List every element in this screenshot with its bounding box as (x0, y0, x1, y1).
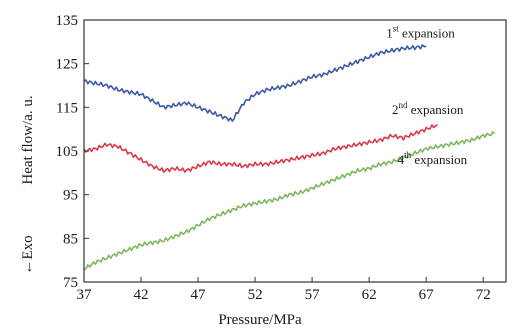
x-tick-label: 72 (476, 287, 491, 303)
series-line-3 (83, 131, 496, 271)
x-tick-label: 42 (134, 287, 149, 303)
series-annotation: 2nd expansion (392, 100, 464, 117)
series-annotation: 4th expansion (398, 150, 468, 167)
y-tick-label: 105 (56, 144, 79, 160)
y-tick-label: 85 (63, 231, 78, 247)
x-tick-label: 47 (191, 287, 207, 303)
y-axis-title: Heat flow/a. u. (20, 95, 36, 184)
y-axis-exo-label: ←Exo (20, 235, 36, 274)
series-line-2 (83, 124, 438, 173)
x-tick-label: 67 (419, 287, 435, 303)
y-tick-label: 115 (56, 100, 78, 116)
series-annotation: 1st expansion (386, 23, 455, 40)
x-tick-label: 52 (248, 287, 263, 303)
series-lines (83, 44, 496, 271)
x-axis-title: Pressure/MPa (218, 312, 302, 328)
axis-ticks: 37 42 47 52 57 62 67 72 75 85 95 105 115 125 135 (56, 13, 491, 303)
y-tick-label: 125 (56, 57, 79, 73)
x-tick-label: 62 (362, 287, 377, 303)
x-tick-label: 57 (305, 287, 321, 303)
y-tick-label: 135 (56, 13, 79, 29)
x-tick-label: 37 (77, 287, 93, 303)
plot-frame (83, 19, 507, 283)
series-annotations: 1st expansion 2nd expansion 4th expansion (386, 23, 467, 167)
y-tick-label: 75 (63, 275, 78, 291)
plot-border (83, 19, 507, 283)
y-tick-label: 95 (63, 188, 78, 204)
series-line-1 (83, 44, 427, 122)
